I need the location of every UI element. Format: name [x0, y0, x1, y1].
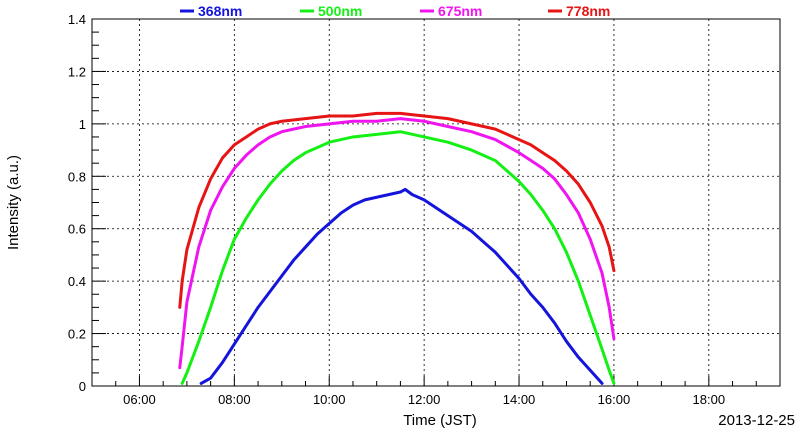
- legend-label-368nm: 368nm: [198, 3, 242, 19]
- y-tick-label: 0: [79, 379, 86, 394]
- series-layer: [178, 111, 616, 385]
- x-tick-label: 06:00: [123, 392, 156, 407]
- x-tick-label: 10:00: [313, 392, 346, 407]
- x-axis-title: Time (JST): [403, 412, 477, 429]
- y-tick-label: 1.2: [68, 64, 86, 79]
- grid: [92, 18, 780, 387]
- legend-label-500nm: 500nm: [318, 3, 362, 19]
- x-tick-label: 12:00: [408, 392, 441, 407]
- ticks: 06:00 08:00 10:00 12:00 14:00 16:00 18:00 0 0.2 0…: [68, 12, 781, 407]
- date-label: 2013-12-25: [718, 412, 795, 429]
- series-line-675nm: [178, 117, 616, 370]
- series-line-778nm: [178, 111, 616, 309]
- y-tick-label: 0.6: [68, 222, 86, 237]
- plot-frame: [91, 18, 781, 387]
- legend-label-778nm: 778nm: [566, 3, 610, 19]
- x-tick-label: 18:00: [693, 392, 726, 407]
- y-axis-title: Intensity (a.u.): [5, 155, 22, 250]
- x-tick-label: 08:00: [218, 392, 251, 407]
- x-tick-label: 16:00: [598, 392, 631, 407]
- y-tick-label: 0.2: [68, 327, 86, 342]
- series-line-500nm: [180, 130, 616, 385]
- legend-label-675nm: 675nm: [438, 3, 482, 19]
- x-tick-label: 14:00: [503, 392, 536, 407]
- y-tick-label: 1.4: [68, 12, 86, 27]
- legend: 368nm 500nm 675nm 778nm: [180, 3, 610, 19]
- y-tick-label: 1: [79, 117, 86, 132]
- y-tick-label: 0.4: [68, 274, 86, 289]
- y-tick-label: 0.8: [68, 169, 86, 184]
- series-line-368nm: [199, 187, 604, 385]
